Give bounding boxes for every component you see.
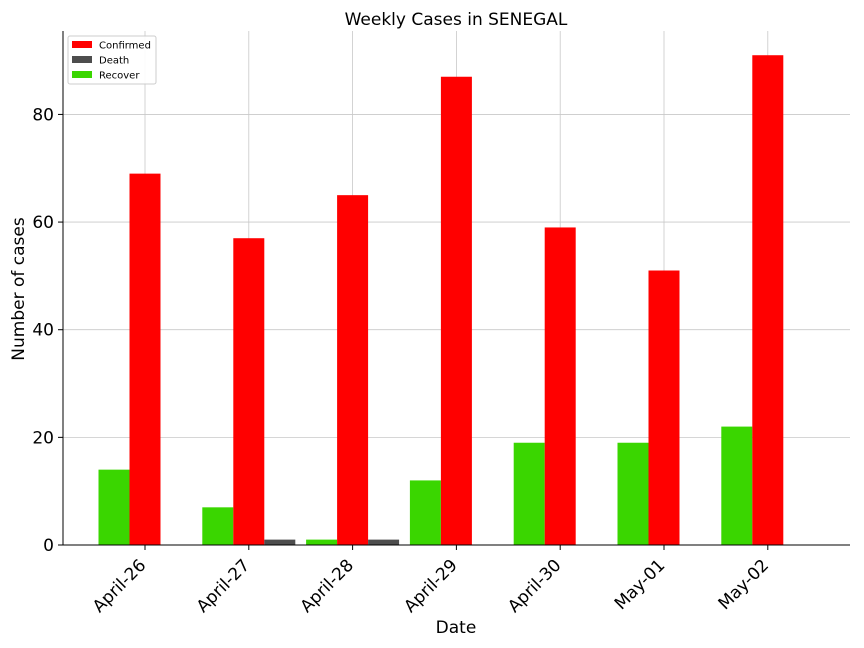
y-tick-label: 20	[32, 428, 54, 448]
chart-title: Weekly Cases in SENEGAL	[345, 10, 568, 30]
x-tick-label: May-01	[611, 556, 669, 614]
axes	[58, 31, 850, 550]
bar-confirmed	[544, 227, 576, 545]
y-tick-label: 60	[32, 213, 54, 233]
x-tick-label: April-26	[89, 556, 150, 617]
bar-recover	[513, 442, 545, 545]
bar-recover	[721, 426, 753, 545]
y-axis-title: Number of cases	[9, 217, 29, 361]
x-tick-label: April-28	[297, 556, 358, 617]
bar-confirmed	[440, 76, 472, 545]
legend-swatch	[72, 71, 92, 78]
x-tick-label: April-29	[400, 556, 461, 617]
x-tick-label: April-27	[193, 556, 254, 617]
bar-confirmed	[648, 270, 680, 545]
bar-recover	[617, 442, 649, 545]
legend: Confirmed Death Recover	[67, 35, 157, 85]
bar-recover	[202, 507, 234, 545]
legend-swatch	[72, 56, 92, 63]
x-axis-title: Date	[436, 618, 477, 638]
y-tick-label: 80	[32, 105, 54, 125]
bar-recover	[306, 539, 338, 545]
legend-label: Confirmed	[99, 41, 151, 52]
y-tick-labels: 0 20 40 60 80	[32, 105, 54, 556]
bar-death	[264, 539, 296, 545]
y-tick-label: 0	[43, 536, 54, 556]
x-tick-label: April-30	[504, 556, 565, 617]
bar-confirmed	[233, 238, 265, 545]
x-tick-label: May-02	[715, 556, 773, 614]
bar-recover	[409, 480, 441, 545]
bar-confirmed	[129, 173, 161, 545]
legend-label: Recover	[99, 71, 140, 82]
x-tick-labels: April-26 April-27 April-28 April-29 April-30…	[89, 556, 773, 617]
y-tick-label: 40	[32, 321, 54, 341]
bars	[98, 55, 784, 545]
bar-confirmed	[337, 195, 369, 545]
bar-recover	[98, 469, 130, 545]
legend-swatch	[72, 41, 92, 48]
bar-confirmed	[752, 55, 784, 545]
legend-label: Death	[99, 56, 129, 67]
bar-death	[368, 539, 400, 545]
